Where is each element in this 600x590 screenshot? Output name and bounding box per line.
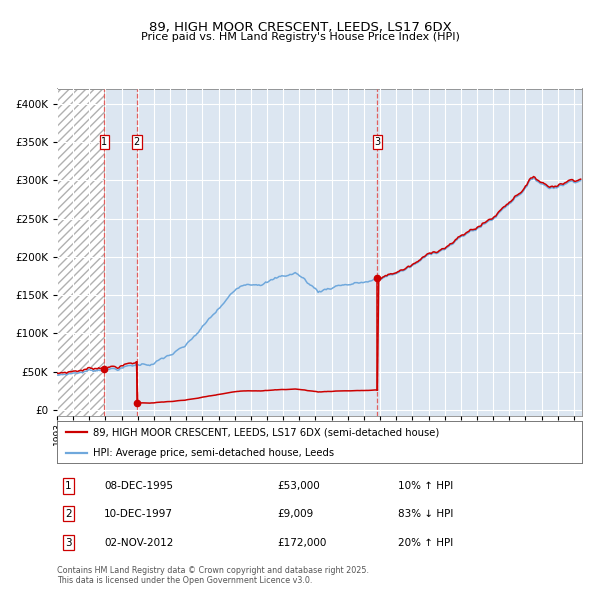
Bar [57, 88, 104, 416]
Text: 83% ↓ HPI: 83% ↓ HPI [398, 509, 454, 519]
Text: 3: 3 [374, 137, 380, 147]
Text: 2: 2 [134, 137, 140, 147]
Text: 1: 1 [101, 137, 107, 147]
Text: 02-NOV-2012: 02-NOV-2012 [104, 537, 173, 548]
Text: 08-DEC-1995: 08-DEC-1995 [104, 481, 173, 491]
Text: 10% ↑ HPI: 10% ↑ HPI [398, 481, 454, 491]
Text: Price paid vs. HM Land Registry's House Price Index (HPI): Price paid vs. HM Land Registry's House … [140, 32, 460, 42]
Bar [377, 88, 582, 416]
Text: 89, HIGH MOOR CRESCENT, LEEDS, LS17 6DX: 89, HIGH MOOR CRESCENT, LEEDS, LS17 6DX [149, 21, 451, 34]
Text: £9,009: £9,009 [277, 509, 314, 519]
Text: 89, HIGH MOOR CRESCENT, LEEDS, LS17 6DX (semi-detached house): 89, HIGH MOOR CRESCENT, LEEDS, LS17 6DX … [93, 427, 439, 437]
Text: Contains HM Land Registry data © Crown copyright and database right 2025.: Contains HM Land Registry data © Crown c… [57, 566, 369, 575]
Text: HPI: Average price, semi-detached house, Leeds: HPI: Average price, semi-detached house,… [93, 448, 334, 457]
Bar [104, 88, 137, 416]
Text: £53,000: £53,000 [277, 481, 320, 491]
Text: 3: 3 [65, 537, 72, 548]
Text: 2: 2 [65, 509, 72, 519]
Text: 1: 1 [65, 481, 72, 491]
Bar [57, 88, 104, 416]
Text: 10-DEC-1997: 10-DEC-1997 [104, 509, 173, 519]
Text: £172,000: £172,000 [277, 537, 327, 548]
Text: This data is licensed under the Open Government Licence v3.0.: This data is licensed under the Open Gov… [57, 576, 313, 585]
Text: 20% ↑ HPI: 20% ↑ HPI [398, 537, 454, 548]
